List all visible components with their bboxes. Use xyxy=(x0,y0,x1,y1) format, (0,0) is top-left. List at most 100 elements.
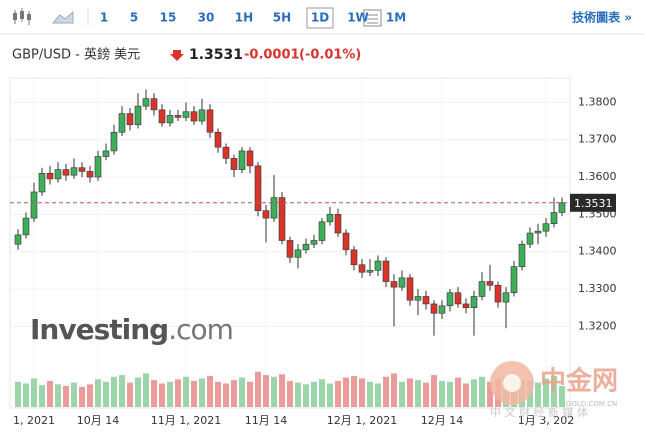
candle-body xyxy=(534,230,542,234)
volume-bar xyxy=(327,383,333,407)
candle-body xyxy=(230,158,238,170)
candle-body xyxy=(62,169,70,176)
interval-button[interactable]: 15 xyxy=(160,11,177,25)
candle-body xyxy=(358,264,366,273)
candle-icon[interactable] xyxy=(13,8,31,25)
volume-bar xyxy=(535,382,541,407)
area-icon[interactable] xyxy=(51,10,74,24)
y-tick-label: 1.3300 xyxy=(578,282,617,295)
volume-bar xyxy=(383,376,389,407)
interval-button[interactable]: 1 xyxy=(100,11,108,25)
candle-body xyxy=(38,173,46,193)
interval-button[interactable]: 30 xyxy=(198,11,215,25)
candle-body xyxy=(478,281,486,297)
x-tick-label: 12月 14 xyxy=(421,414,464,427)
candle-body xyxy=(70,167,78,176)
volume-bar xyxy=(431,375,437,407)
volume-bar xyxy=(23,383,29,407)
candle-body xyxy=(30,191,38,219)
volume-bar xyxy=(391,373,397,407)
candle-body xyxy=(174,115,182,118)
candle-body xyxy=(238,150,246,170)
logo-site: GOLD.COM.CN xyxy=(566,400,617,408)
candle-body xyxy=(446,292,454,307)
volume-bar xyxy=(111,376,117,407)
interval-button[interactable]: 1W xyxy=(347,11,369,25)
candle-body xyxy=(126,113,134,126)
x-tick-label: 11月 1, 2021 xyxy=(151,414,221,427)
last-price: 1.3531 xyxy=(189,47,243,63)
volume-bar xyxy=(271,376,277,407)
interval-button[interactable]: 1H xyxy=(235,11,253,25)
volume-bar xyxy=(487,381,493,407)
candle-body xyxy=(14,234,22,245)
interval-button[interactable]: 1M xyxy=(386,11,406,25)
interval-button[interactable]: 5H xyxy=(273,11,291,25)
candle-body xyxy=(294,249,302,258)
volume-bar xyxy=(151,380,157,407)
volume-bar xyxy=(247,381,253,407)
candle-body xyxy=(430,303,438,314)
candle-body xyxy=(366,270,374,273)
volume-bar xyxy=(255,371,261,407)
candle-body xyxy=(494,284,502,303)
down-arrow xyxy=(170,50,184,61)
candle-body xyxy=(334,214,342,234)
volume-bar xyxy=(407,378,413,407)
candle-body xyxy=(398,277,406,288)
watermark-brand: Investing.com xyxy=(30,313,233,346)
candle-body xyxy=(422,296,430,305)
volume-bar xyxy=(215,381,221,407)
y-tick-label: 1.3800 xyxy=(578,95,617,108)
volume-bar xyxy=(455,377,461,407)
candle-body xyxy=(270,197,278,219)
logo-slogan: 中 文 财 经 新 媒 体 xyxy=(490,405,588,419)
volume-bar xyxy=(359,378,365,407)
interval-button[interactable]: 5 xyxy=(130,11,138,25)
x-tick-label: 11月 14 xyxy=(245,414,288,427)
candle-body xyxy=(254,165,262,211)
volume-bar xyxy=(55,384,61,407)
volume-bar xyxy=(31,378,37,407)
candle-body xyxy=(350,249,358,266)
instrument-name: GBP/USD - 英鎊 美元 xyxy=(12,47,140,63)
volume-bar xyxy=(311,381,317,407)
candle-body xyxy=(22,217,30,236)
candle-body xyxy=(166,115,174,124)
candle-body xyxy=(86,171,94,178)
volume-bar xyxy=(295,382,301,407)
volume-bar xyxy=(143,373,149,407)
volume-bar xyxy=(95,379,101,407)
candle-body xyxy=(286,240,294,258)
volume-bar xyxy=(375,383,381,407)
active-interval xyxy=(306,7,334,29)
volume-bar xyxy=(207,375,213,407)
y-tick-label: 1.3700 xyxy=(578,133,617,146)
volume-bar xyxy=(47,380,53,407)
table-icon[interactable] xyxy=(363,9,382,27)
volume-bar xyxy=(367,381,373,407)
y-tick-label: 1.3200 xyxy=(578,319,617,332)
candle-body xyxy=(150,98,158,111)
x-tick-label: 12月 1, 2021 xyxy=(327,414,397,427)
tech-chart-link[interactable]: 技術圖表 » xyxy=(572,10,632,25)
candle-body xyxy=(302,243,310,251)
volume-bar xyxy=(319,379,325,407)
candle-body xyxy=(550,212,558,224)
volume-bar xyxy=(135,377,141,407)
candle-body xyxy=(454,292,462,305)
logo-mark-inner xyxy=(503,374,521,392)
candle-body xyxy=(502,292,510,303)
candle-body xyxy=(182,111,190,118)
volume-bar xyxy=(463,383,469,407)
last-price-label: 1.3531 xyxy=(574,197,613,210)
candle-body xyxy=(510,266,518,294)
candle-body xyxy=(102,150,110,157)
candle-body xyxy=(78,167,86,172)
volume-bar xyxy=(543,378,549,407)
candle-body xyxy=(246,150,254,167)
logo-text: 中金网 xyxy=(540,366,618,397)
interval-button[interactable]: 1D xyxy=(311,11,329,25)
change-percent: (-0.01%) xyxy=(299,48,361,63)
